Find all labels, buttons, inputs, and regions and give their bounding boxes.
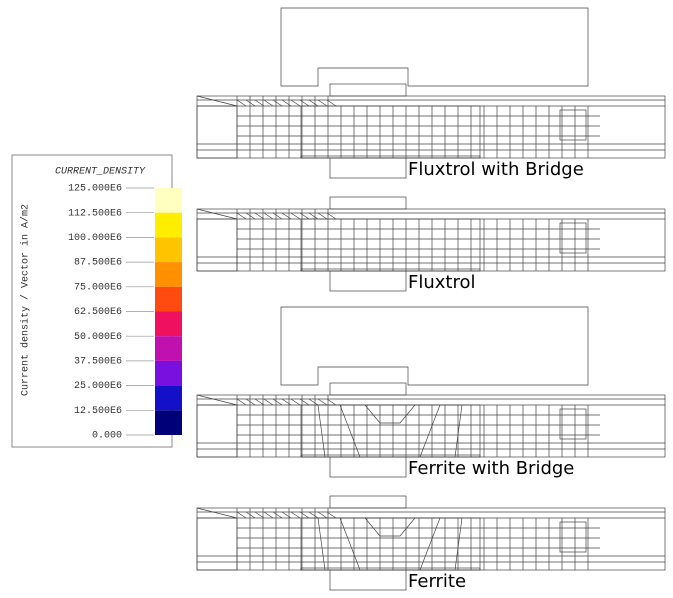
housing bbox=[281, 8, 588, 86]
mesh bbox=[237, 512, 246, 518]
mesh bbox=[300, 100, 309, 106]
mesh bbox=[264, 100, 273, 106]
legend-tick: 75.000E6 bbox=[74, 282, 122, 293]
bridge-top bbox=[330, 197, 406, 209]
mesh bbox=[282, 512, 291, 518]
mesh bbox=[318, 399, 327, 405]
mesh bbox=[246, 399, 255, 405]
mesh bbox=[291, 399, 300, 405]
mesh bbox=[246, 512, 255, 518]
legend-color bbox=[155, 312, 182, 337]
mesh bbox=[300, 399, 309, 405]
workpiece bbox=[197, 96, 665, 158]
mesh bbox=[318, 100, 327, 106]
mesh bbox=[264, 399, 273, 405]
legend-color bbox=[155, 213, 182, 238]
coil bbox=[560, 522, 586, 552]
legend-tick: 25.000E6 bbox=[74, 381, 122, 392]
legend-tick: 37.500E6 bbox=[74, 357, 122, 368]
field bbox=[365, 518, 415, 536]
mesh bbox=[318, 512, 327, 518]
panel-label: Fluxtrol with Bridge bbox=[408, 159, 584, 180]
mesh bbox=[264, 213, 273, 219]
legend-tick: 87.500E6 bbox=[74, 258, 122, 269]
legend-color bbox=[155, 237, 182, 262]
legend-tick: 12.500E6 bbox=[74, 406, 122, 417]
workpiece bbox=[197, 508, 665, 570]
mesh bbox=[197, 508, 237, 518]
legend-tick: 62.500E6 bbox=[74, 307, 122, 318]
mesh bbox=[291, 213, 300, 219]
panels bbox=[197, 8, 665, 590]
legend-color bbox=[155, 287, 182, 312]
mesh bbox=[237, 213, 246, 219]
field bbox=[365, 405, 415, 423]
mesh bbox=[300, 512, 309, 518]
mesh bbox=[282, 399, 291, 405]
legend-title: CURRENT_DENSITY bbox=[55, 167, 146, 178]
bridge-top bbox=[330, 496, 406, 508]
mesh bbox=[237, 100, 246, 106]
panel-label: Ferrite with Bridge bbox=[408, 458, 574, 479]
mesh bbox=[309, 100, 318, 106]
legend-color bbox=[155, 410, 182, 435]
workpiece bbox=[197, 209, 665, 271]
bridge-bottom bbox=[330, 570, 406, 590]
mesh bbox=[309, 512, 318, 518]
legend-tick: 100.000E6 bbox=[68, 233, 122, 244]
mesh bbox=[282, 100, 291, 106]
coil bbox=[560, 223, 586, 253]
legend-color bbox=[155, 361, 182, 386]
legend-tick: 0.000 bbox=[92, 431, 122, 442]
mesh bbox=[309, 399, 318, 405]
mesh bbox=[197, 209, 237, 219]
legend-box bbox=[12, 155, 172, 447]
mesh bbox=[318, 213, 327, 219]
mesh bbox=[273, 213, 282, 219]
coil bbox=[560, 409, 586, 439]
coil bbox=[560, 110, 586, 140]
mesh bbox=[291, 512, 300, 518]
bridge-top bbox=[330, 383, 406, 395]
legend-color bbox=[155, 262, 182, 287]
mesh bbox=[300, 213, 309, 219]
mesh bbox=[273, 512, 282, 518]
legend-tick: 112.500E6 bbox=[68, 208, 122, 219]
housing bbox=[281, 307, 588, 385]
legend: CURRENT_DENSITY Current density / Vector… bbox=[12, 155, 172, 447]
mesh bbox=[237, 399, 246, 405]
mesh bbox=[291, 100, 300, 106]
mesh bbox=[309, 213, 318, 219]
legend-tick: 50.000E6 bbox=[74, 332, 122, 343]
mesh bbox=[197, 96, 237, 106]
bridge-bottom bbox=[330, 457, 406, 477]
mesh bbox=[197, 395, 237, 405]
mesh bbox=[246, 213, 255, 219]
mesh bbox=[273, 100, 282, 106]
bridge-bottom bbox=[330, 158, 406, 178]
mesh bbox=[282, 213, 291, 219]
legend-axis-label: Current density / Vector in A/m2 bbox=[20, 204, 32, 396]
legend-color bbox=[155, 188, 182, 213]
figure: CURRENT_DENSITY Current density / Vector… bbox=[0, 0, 673, 593]
mesh bbox=[273, 399, 282, 405]
mesh bbox=[264, 512, 273, 518]
legend-tick: 125.000E6 bbox=[68, 184, 122, 195]
panel-label: Fluxtrol bbox=[408, 272, 476, 293]
bridge-top bbox=[330, 84, 406, 96]
panel-label: Ferrite bbox=[408, 571, 466, 592]
workpiece bbox=[197, 395, 665, 457]
bridge-bottom bbox=[330, 271, 406, 291]
legend-color bbox=[155, 386, 182, 411]
legend-color bbox=[155, 336, 182, 361]
mesh bbox=[246, 100, 255, 106]
